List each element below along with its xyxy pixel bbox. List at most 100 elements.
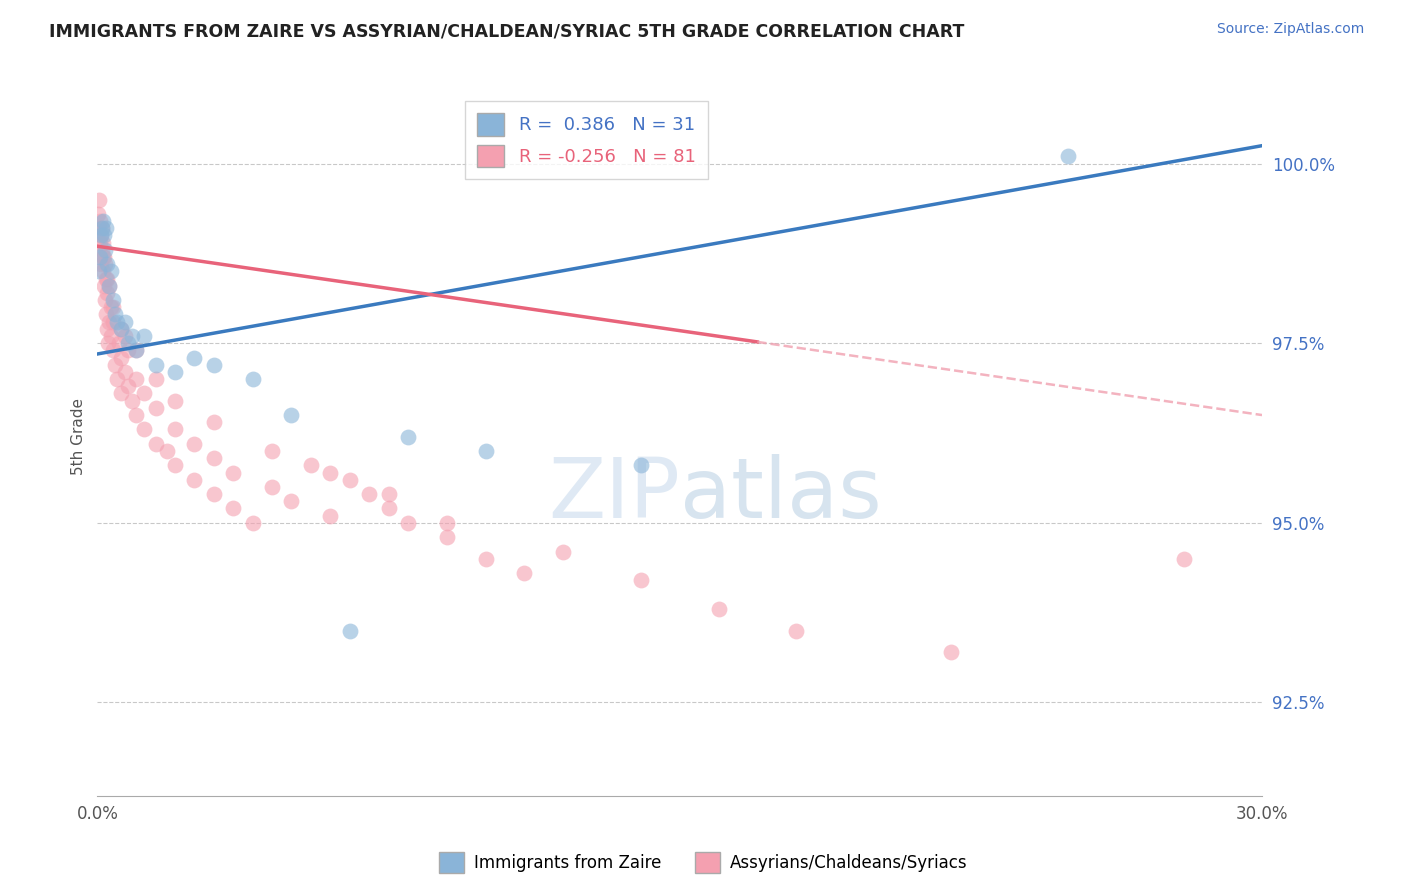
Point xyxy=(121,329,143,343)
Point xyxy=(396,516,419,530)
Point xyxy=(97,336,120,351)
Point xyxy=(96,285,118,300)
Point xyxy=(89,221,111,235)
Point xyxy=(91,221,114,235)
Point xyxy=(156,444,179,458)
Point xyxy=(96,271,118,285)
Point xyxy=(1173,551,1195,566)
Point xyxy=(202,358,225,372)
Point xyxy=(114,315,136,329)
Point xyxy=(163,393,186,408)
Point xyxy=(163,458,186,473)
Point xyxy=(222,466,245,480)
Point xyxy=(110,386,132,401)
Text: ZIP: ZIP xyxy=(548,453,679,534)
Point xyxy=(145,401,167,415)
Point xyxy=(125,343,148,358)
Point xyxy=(89,264,111,278)
Point xyxy=(94,257,117,271)
Point xyxy=(91,264,114,278)
Point xyxy=(132,329,155,343)
Point xyxy=(93,278,115,293)
Point xyxy=(94,271,117,285)
Point xyxy=(474,551,496,566)
Point xyxy=(90,257,112,271)
Point xyxy=(91,214,114,228)
Point xyxy=(299,458,322,473)
Point xyxy=(110,322,132,336)
Point xyxy=(125,408,148,422)
Point xyxy=(87,207,110,221)
Point xyxy=(359,487,381,501)
Point xyxy=(91,221,114,235)
Point xyxy=(125,343,148,358)
Point xyxy=(242,372,264,386)
Point xyxy=(101,293,124,307)
Point xyxy=(89,235,111,250)
Point xyxy=(98,315,121,329)
Point xyxy=(89,193,111,207)
Point xyxy=(785,624,807,638)
Legend: R =  0.386   N = 31, R = -0.256   N = 81: R = 0.386 N = 31, R = -0.256 N = 81 xyxy=(464,101,709,179)
Point xyxy=(630,458,652,473)
Point xyxy=(707,602,730,616)
Point xyxy=(132,422,155,436)
Text: IMMIGRANTS FROM ZAIRE VS ASSYRIAN/CHALDEAN/SYRIAC 5TH GRADE CORRELATION CHART: IMMIGRANTS FROM ZAIRE VS ASSYRIAN/CHALDE… xyxy=(49,22,965,40)
Point xyxy=(163,365,186,379)
Point xyxy=(163,422,186,436)
Point xyxy=(183,473,205,487)
Point xyxy=(114,365,136,379)
Point xyxy=(107,336,129,351)
Point xyxy=(114,329,136,343)
Point xyxy=(100,301,122,315)
Point xyxy=(436,530,458,544)
Point xyxy=(145,358,167,372)
Point xyxy=(104,358,127,372)
Point xyxy=(96,322,118,336)
Point xyxy=(90,228,112,243)
Point xyxy=(202,487,225,501)
Point xyxy=(105,315,128,329)
Point xyxy=(98,278,121,293)
Point xyxy=(436,516,458,530)
Point xyxy=(96,257,118,271)
Point xyxy=(94,221,117,235)
Point xyxy=(110,322,132,336)
Point xyxy=(91,243,114,257)
Point xyxy=(101,315,124,329)
Point xyxy=(101,301,124,315)
Point xyxy=(117,343,139,358)
Point xyxy=(93,250,115,264)
Point xyxy=(319,508,342,523)
Point xyxy=(339,473,361,487)
Point xyxy=(89,214,111,228)
Point xyxy=(513,566,536,580)
Point xyxy=(377,501,399,516)
Point xyxy=(941,645,963,659)
Point xyxy=(222,501,245,516)
Point xyxy=(117,336,139,351)
Point xyxy=(117,379,139,393)
Point xyxy=(121,393,143,408)
Point xyxy=(630,574,652,588)
Text: Source: ZipAtlas.com: Source: ZipAtlas.com xyxy=(1216,22,1364,37)
Point xyxy=(98,278,121,293)
Point xyxy=(553,544,575,558)
Point xyxy=(89,250,111,264)
Point xyxy=(100,264,122,278)
Point xyxy=(105,372,128,386)
Point xyxy=(90,228,112,243)
Point xyxy=(396,429,419,443)
Point xyxy=(110,351,132,365)
Point xyxy=(319,466,342,480)
Point xyxy=(242,516,264,530)
Point xyxy=(280,494,302,508)
Point xyxy=(125,372,148,386)
Point xyxy=(91,250,114,264)
Point xyxy=(339,624,361,638)
Text: atlas: atlas xyxy=(679,453,882,534)
Point xyxy=(132,386,155,401)
Point xyxy=(94,293,117,307)
Point xyxy=(94,243,117,257)
Point xyxy=(101,343,124,358)
